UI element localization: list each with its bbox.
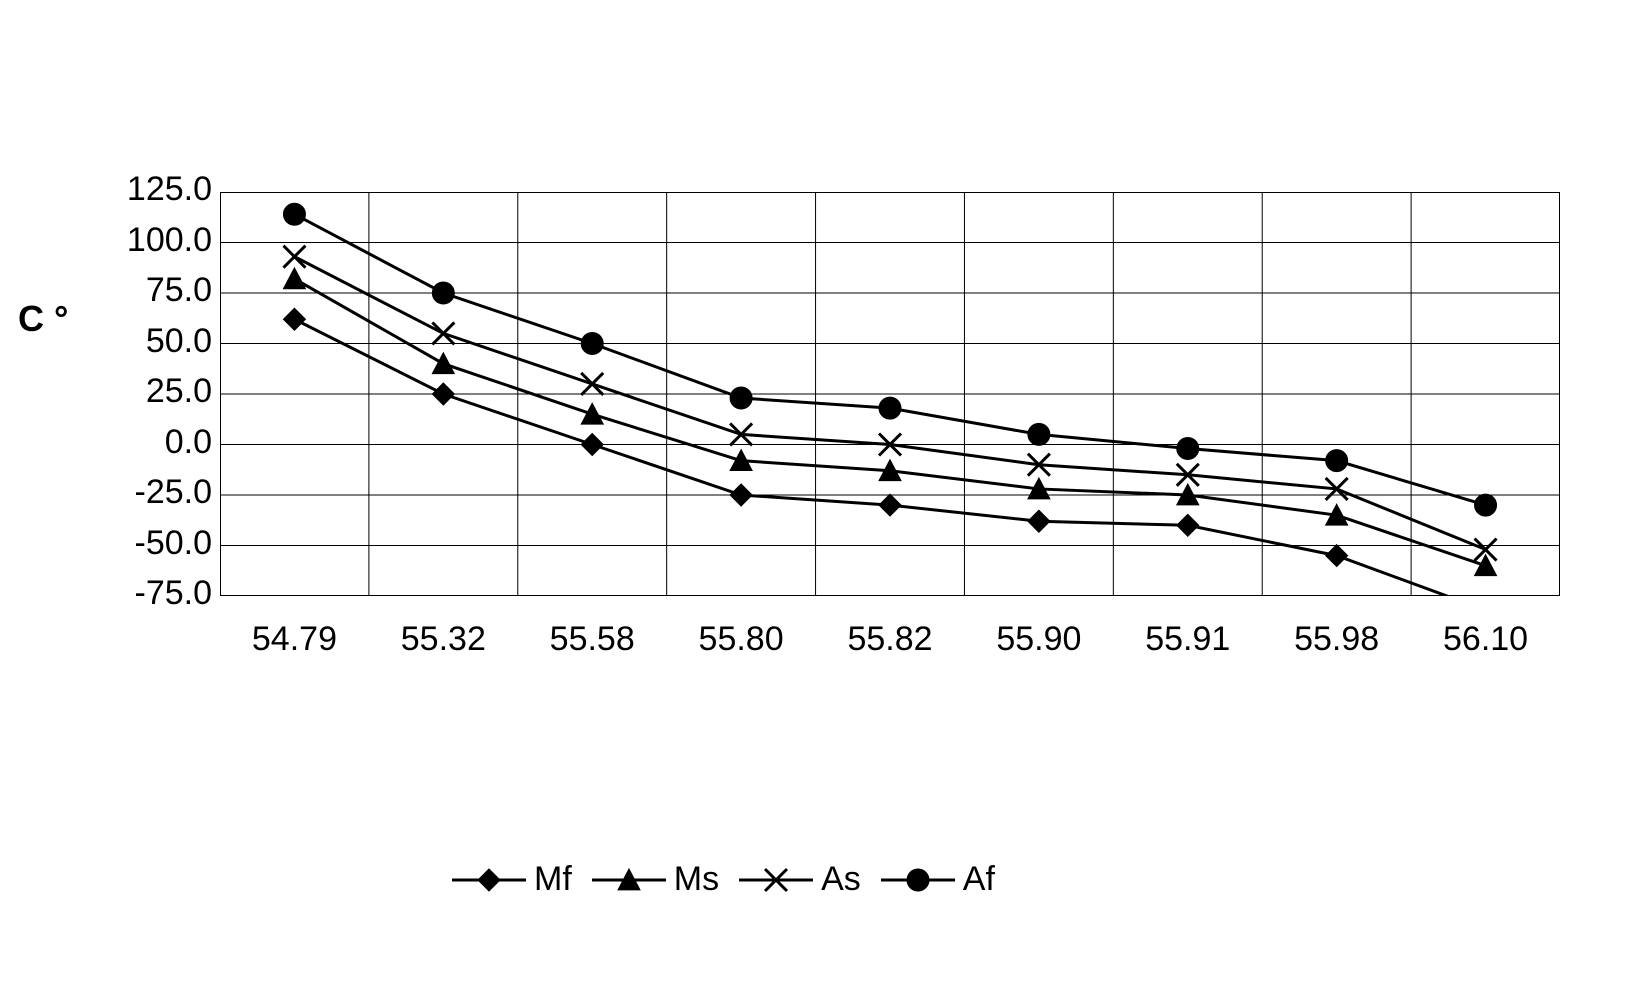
legend: Mf Ms As Af <box>450 860 995 899</box>
y-tick-label: -50.0 <box>102 524 212 563</box>
legend-item-ms: Ms <box>590 860 719 899</box>
y-tick-label: 50.0 <box>102 322 212 361</box>
legend-label: Ms <box>674 860 719 899</box>
x-tick-label: 56.10 <box>1411 620 1560 659</box>
x-tick-label: 55.80 <box>667 620 816 659</box>
y-tick-label: 100.0 <box>102 221 212 260</box>
legend-label: Af <box>963 860 995 899</box>
legend-label: As <box>821 860 861 899</box>
x-tick-label: 55.82 <box>816 620 965 659</box>
x-tick-label: 55.90 <box>964 620 1113 659</box>
y-tick-label: 75.0 <box>102 271 212 310</box>
x-tick-label: 55.91 <box>1113 620 1262 659</box>
y-tick-label: 0.0 <box>102 423 212 462</box>
y-tick-label: -75.0 <box>102 574 212 613</box>
triangle-icon <box>590 865 668 895</box>
x-tick-label: 54.79 <box>220 620 369 659</box>
legend-label: Mf <box>534 860 572 899</box>
y-axis-label: C ° <box>18 298 68 340</box>
xmark-icon <box>737 865 815 895</box>
y-tick-label: -25.0 <box>102 473 212 512</box>
chart-plot <box>220 192 1560 596</box>
chart-page: C ° 125.0 100.0 75.0 50.0 25.0 0.0 -25.0 -50.0 -… <box>0 0 1634 991</box>
circle-icon <box>879 865 957 895</box>
x-tick-label: 55.58 <box>518 620 667 659</box>
diamond-icon <box>450 865 528 895</box>
x-tick-label: 55.32 <box>369 620 518 659</box>
legend-item-mf: Mf <box>450 860 572 899</box>
legend-item-af: Af <box>879 860 995 899</box>
x-tick-label: 55.98 <box>1262 620 1411 659</box>
y-tick-label: 25.0 <box>102 372 212 411</box>
legend-item-as: As <box>737 860 861 899</box>
y-tick-label: 125.0 <box>102 170 212 209</box>
